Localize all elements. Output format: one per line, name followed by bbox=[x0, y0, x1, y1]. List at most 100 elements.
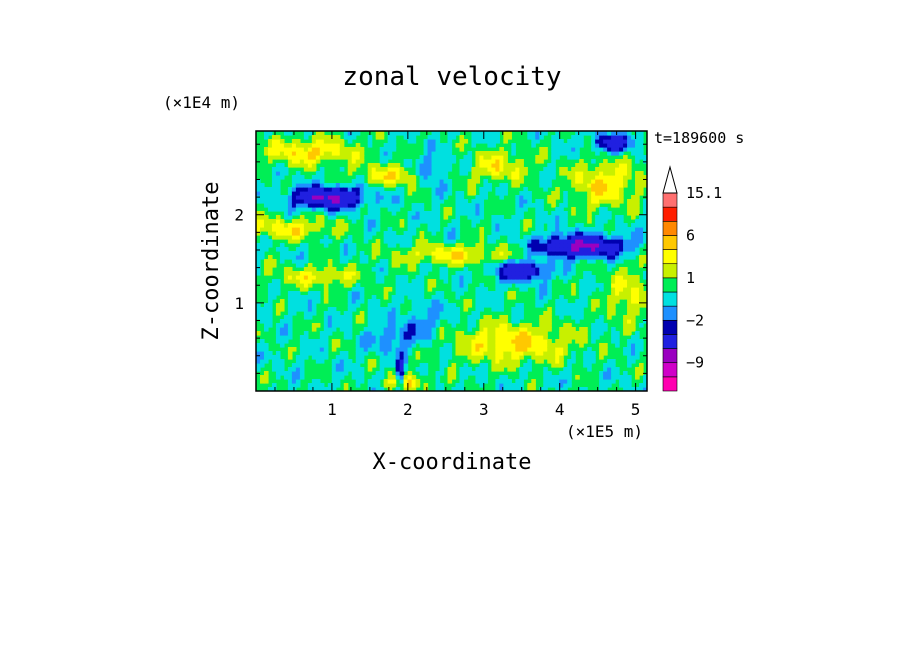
field-cell bbox=[471, 351, 477, 356]
field-cell bbox=[531, 383, 536, 388]
field-cell bbox=[367, 315, 373, 320]
colorbar-swatch bbox=[662, 305, 678, 321]
field-cell bbox=[499, 303, 504, 308]
field-cell bbox=[287, 367, 293, 372]
field-cell bbox=[343, 255, 349, 260]
field-cell bbox=[479, 287, 485, 292]
field-cell bbox=[391, 327, 397, 332]
field-cell bbox=[575, 311, 580, 316]
field-cell bbox=[303, 275, 309, 280]
field-cell bbox=[311, 311, 317, 316]
field-cell bbox=[391, 259, 397, 264]
field-cell bbox=[643, 271, 647, 276]
field-cell bbox=[355, 339, 361, 344]
field-cell bbox=[439, 255, 445, 260]
field-cell bbox=[499, 271, 504, 276]
field-cell bbox=[615, 339, 620, 344]
field-cell bbox=[503, 275, 508, 280]
field-cell bbox=[431, 279, 437, 284]
field-cell bbox=[319, 339, 325, 344]
field-cell bbox=[587, 183, 592, 188]
field-cell bbox=[607, 243, 612, 248]
field-cell bbox=[315, 359, 321, 364]
field-cell bbox=[519, 207, 524, 212]
field-cell bbox=[599, 219, 604, 224]
field-cell bbox=[287, 267, 293, 272]
field-cell bbox=[435, 155, 441, 160]
field-cell bbox=[407, 375, 413, 380]
field-cell bbox=[419, 287, 425, 292]
field-cell bbox=[511, 315, 516, 320]
field-cell bbox=[583, 175, 588, 180]
field-cell bbox=[307, 295, 313, 300]
field-cell bbox=[267, 151, 273, 156]
field-cell bbox=[267, 239, 273, 244]
field-cell bbox=[359, 331, 365, 336]
field-cell bbox=[271, 355, 277, 360]
field-cell bbox=[495, 343, 500, 348]
field-cell bbox=[315, 271, 321, 276]
field-cell bbox=[379, 195, 385, 200]
field-cell bbox=[631, 319, 636, 324]
field-cell bbox=[563, 299, 568, 304]
field-cell bbox=[355, 143, 361, 148]
field-cell bbox=[535, 291, 540, 296]
field-cell bbox=[623, 167, 628, 172]
field-cell bbox=[367, 175, 373, 180]
field-cell bbox=[519, 367, 524, 372]
field-cell bbox=[559, 343, 564, 348]
field-cell bbox=[623, 139, 628, 144]
field-cell bbox=[459, 263, 465, 268]
field-cell bbox=[403, 359, 409, 364]
field-cell bbox=[451, 135, 457, 140]
field-cell bbox=[623, 275, 628, 280]
field-cell bbox=[535, 255, 540, 260]
field-cell bbox=[559, 167, 564, 172]
field-cell bbox=[375, 223, 381, 228]
field-cell bbox=[515, 335, 520, 340]
field-cell bbox=[256, 267, 261, 272]
field-cell bbox=[583, 183, 588, 188]
field-cell bbox=[287, 303, 293, 308]
field-cell bbox=[283, 255, 289, 260]
field-cell bbox=[551, 351, 556, 356]
field-cell bbox=[635, 307, 640, 312]
field-cell bbox=[615, 275, 620, 280]
field-cell bbox=[315, 339, 321, 344]
field-cell bbox=[351, 187, 357, 192]
field-cell bbox=[267, 355, 273, 360]
field-cell bbox=[343, 367, 349, 372]
field-cell bbox=[515, 383, 520, 388]
field-cell bbox=[627, 347, 632, 352]
field-cell bbox=[295, 227, 301, 232]
field-cell bbox=[511, 179, 516, 184]
field-cell bbox=[359, 179, 365, 184]
field-cell bbox=[551, 139, 556, 144]
field-cell bbox=[411, 135, 417, 140]
field-cell bbox=[411, 343, 417, 348]
field-cell bbox=[419, 163, 425, 168]
field-cell bbox=[439, 347, 445, 352]
field-cell bbox=[539, 219, 544, 224]
field-cell bbox=[347, 139, 353, 144]
field-cell bbox=[363, 187, 369, 192]
field-cell bbox=[327, 191, 333, 196]
field-cell bbox=[487, 267, 492, 272]
field-cell bbox=[343, 279, 349, 284]
field-cell bbox=[467, 247, 473, 252]
field-cell bbox=[291, 203, 297, 208]
field-cell bbox=[315, 171, 321, 176]
field-cell bbox=[519, 263, 524, 268]
field-cell bbox=[407, 183, 413, 188]
field-cell bbox=[495, 319, 500, 324]
field-cell bbox=[311, 355, 317, 360]
field-cell bbox=[391, 355, 397, 360]
field-cell bbox=[635, 199, 640, 204]
field-cell bbox=[643, 387, 647, 391]
field-cell bbox=[627, 251, 632, 256]
field-cell bbox=[331, 187, 337, 192]
field-cell bbox=[455, 315, 461, 320]
field-cell bbox=[427, 327, 433, 332]
field-cell bbox=[595, 195, 600, 200]
field-cell bbox=[275, 151, 281, 156]
